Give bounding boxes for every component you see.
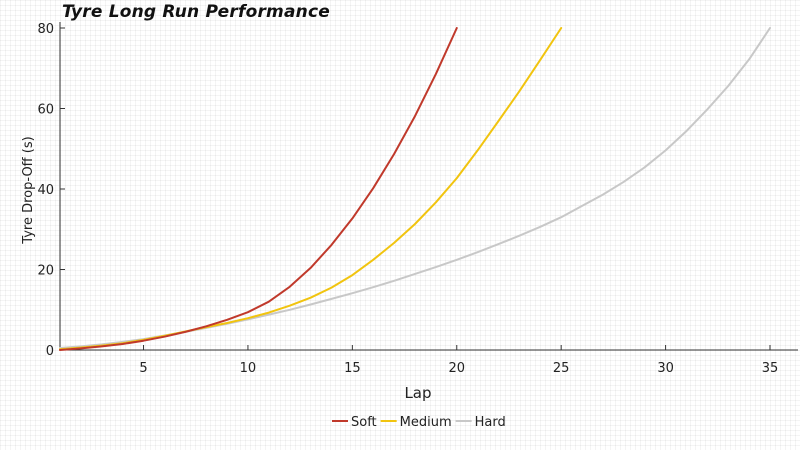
y-tick-label: 20 [37,264,54,279]
series-line-hard [59,27,771,349]
x-tick-label: 5 [139,361,147,376]
legend-label: Soft [351,415,377,430]
x-tick-label: 20 [448,361,465,376]
y-axis-label: Tyre Drop-Off (s) [21,136,36,244]
series-line-soft [59,27,458,351]
y-tick-label: 0 [46,344,54,359]
legend-item-medium: Medium [380,415,452,430]
legend-item-hard: Hard [455,415,506,430]
y-tick-label: 60 [37,103,54,118]
chart-title: Tyre Long Run Performance [62,2,330,22]
legend: Soft Medium Hard [332,415,506,430]
x-tick-label: 10 [240,361,257,376]
x-tick-label: 30 [657,361,674,376]
legend-label: Medium [400,415,452,430]
series-line-medium [59,27,563,351]
x-tick-label: 35 [762,361,779,376]
x-axis-label: Lap [404,384,431,402]
y-tick-label: 80 [37,22,54,37]
legend-item-soft: Soft [332,415,377,430]
y-tick-label: 40 [37,183,54,198]
legend-label: Hard [475,415,506,430]
x-tick-label: 15 [344,361,361,376]
axes: 0 20 40 60 80 5 10 15 20 25 30 35 [37,22,798,376]
x-tick-label: 25 [553,361,570,376]
series-layer [59,27,771,351]
